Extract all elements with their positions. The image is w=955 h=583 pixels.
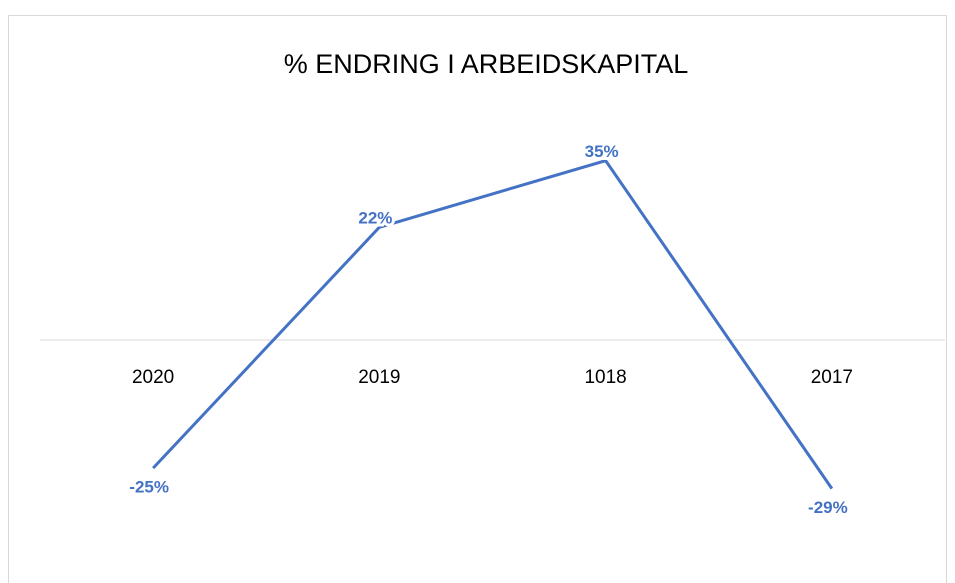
x-tick-label: 1018: [584, 367, 626, 388]
x-tick-label: 2019: [358, 367, 400, 388]
data-label: -25%: [129, 478, 169, 497]
chart-title: % ENDRING I ARBEIDSKAPITAL: [284, 49, 689, 79]
data-line: [152, 158, 834, 490]
x-tick-label: 2017: [811, 367, 853, 388]
chart-frame: [8, 15, 947, 583]
data-label: 35%: [585, 142, 619, 161]
x-tick-label: 2020: [132, 367, 174, 388]
data-label: 22%: [358, 209, 392, 228]
data-label: -29%: [808, 498, 848, 517]
